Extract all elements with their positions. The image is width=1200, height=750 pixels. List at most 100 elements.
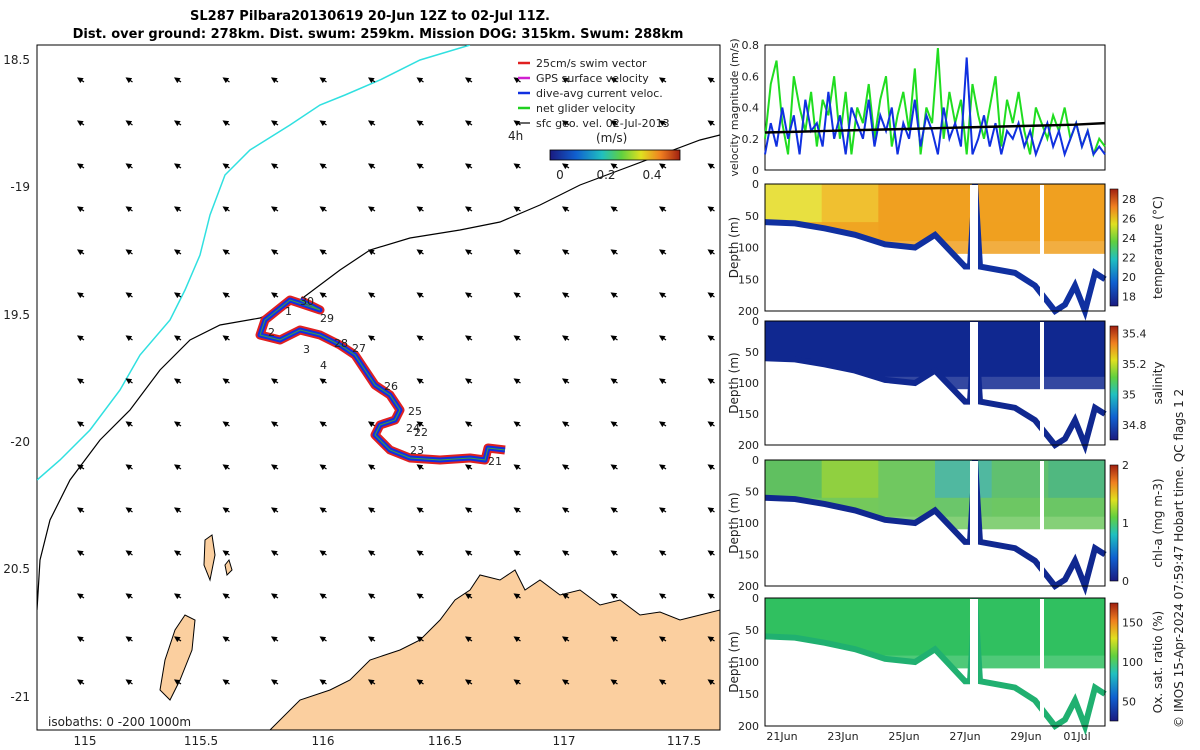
profile-y-tick: 100	[738, 517, 759, 530]
profile-y-tick: 200	[738, 439, 759, 452]
profile-colorbar-label: salinity	[1151, 361, 1165, 404]
profile-colorbar-label: Ox. sat. ratio (%)	[1151, 611, 1165, 713]
track-day-label: 4	[320, 359, 327, 372]
profile-colorbar-tick: 34.8	[1122, 419, 1147, 432]
geo-arrow	[757, 680, 763, 684]
profile-panel: 050100150200Depth (m)182022242628 tempera…	[727, 178, 1165, 318]
profile-colorbar-tick: 28	[1122, 193, 1136, 206]
track-day-label: 30	[300, 295, 314, 308]
profile-gap	[970, 185, 978, 310]
profile-gap	[1040, 599, 1044, 725]
track-day-label: 29	[320, 312, 334, 325]
track-day-label: 21	[488, 455, 502, 468]
profile-gap	[1040, 185, 1044, 310]
profile-panel: 0 50 100 150 200 Depth (m) 0 1 2 chl-a (mg m-3)	[727, 454, 1165, 593]
profile-colorbar-tick: 100	[1122, 656, 1143, 669]
footer-note: © IMOS 15-Apr-2024 07:59:47 Hobart time.…	[1172, 389, 1186, 728]
profile-ylabel: Depth (m)	[727, 631, 741, 692]
profile-y-tick: 200	[738, 720, 759, 733]
profile-ylabel: Depth (m)	[727, 352, 741, 413]
profile-gap	[970, 322, 978, 444]
profile-x-tick: 23Jun	[827, 730, 858, 743]
profile-y-tick: 100	[738, 242, 759, 255]
geo-arrow	[757, 121, 763, 125]
lat-tick-label: -19	[10, 180, 30, 194]
isobath-label: isobaths: 0 -200 1000m	[48, 715, 191, 729]
profile-y-tick: 150	[738, 688, 759, 701]
lon-tick-labels: 115 115.5 116 116.5 117 117.5	[74, 734, 702, 748]
profile-gap	[1040, 461, 1044, 585]
profile-colorbar-tick: 35.2	[1122, 358, 1147, 371]
velocity-ylabel: velocity magnitude (m/s)	[728, 38, 741, 176]
map-panel: 3029123 28 274262524222321 115 115.5 116 116.…	[3, 45, 763, 748]
lat-tick-label: 19.5	[3, 308, 30, 322]
track-day-label: 2	[268, 326, 275, 339]
velocity-y-tick: 0.8	[742, 39, 760, 52]
track-day-label: 28	[334, 337, 348, 350]
lon-tick-label: 117	[553, 734, 576, 748]
lon-tick-label: 115.5	[184, 734, 218, 748]
lon-tick-label: 117.5	[667, 734, 701, 748]
profile-colorbar-tick: 22	[1122, 251, 1136, 264]
geo-arrow	[757, 422, 763, 426]
title-line-2: Dist. over ground: 278km. Dist. swum: 25…	[73, 27, 684, 42]
profile-colorbar-tick: 1	[1122, 517, 1129, 530]
lon-tick-label: 116	[312, 734, 335, 748]
profile-gap	[1040, 322, 1044, 444]
profile-colorbar-label: chl-a (mg m-3)	[1151, 478, 1165, 567]
track-day-label: 27	[352, 342, 366, 355]
lon-tick-label: 115	[74, 734, 97, 748]
velocity-y-tick: 0.4	[742, 102, 760, 115]
lat-tick-label: 18.5	[3, 53, 30, 67]
profile-colorbar	[1110, 603, 1118, 721]
profile-y-tick: 0	[752, 178, 759, 191]
lat-tick-label: -21	[10, 690, 30, 704]
profile-panel: 050100150200Depth (m)50100150 Ox. sat. ra…	[727, 592, 1165, 743]
profile-y-tick: 50	[745, 346, 759, 359]
velocity-panel: 00.20.40.60.8velocity magnitude (m/s)	[728, 38, 1105, 177]
lat-tick-label: -20	[10, 435, 30, 449]
profile-x-tick: 25Jun	[888, 730, 919, 743]
lon-tick-label: 116.5	[428, 734, 462, 748]
profile-x-tick: 29Jun	[1010, 730, 1041, 743]
velocity-y-tick: 0.6	[742, 70, 760, 83]
profile-y-tick: 50	[745, 624, 759, 637]
title-line-1: SL287 Pilbara20130619 20-Jun 12Z to 02-J…	[190, 9, 550, 24]
profile-colorbar-tick: 50	[1122, 695, 1136, 708]
profile-y-tick: 50	[745, 210, 759, 223]
profile-y-tick: 0	[752, 315, 759, 328]
profile-y-tick: 150	[738, 273, 759, 286]
velocity-y-tick: 0.2	[742, 133, 760, 146]
legend-label: 25cm/s swim vector	[536, 57, 647, 70]
legend-label: net glider velocity	[536, 102, 636, 115]
profile-colorbar-label: temperature (°C)	[1151, 196, 1165, 299]
profile-y-tick: 0	[752, 592, 759, 605]
geo-arrow	[757, 637, 763, 641]
profile-panel: 050100150200Depth (m)34.83535.235.4salin…	[727, 315, 1165, 452]
profile-y-tick: 50	[745, 486, 759, 499]
legend-label: dive-avg current veloc.	[536, 87, 663, 100]
geo-arrow	[757, 336, 763, 340]
profile-y-tick: 150	[738, 549, 759, 562]
profile-x-tick: 21Jun	[766, 730, 797, 743]
profile-colorbar	[1110, 189, 1118, 306]
speed-colorbar-tick: 0.4	[642, 168, 661, 182]
track-day-label: 26	[384, 380, 398, 393]
profile-ylabel: Depth (m)	[727, 217, 741, 278]
track-day-label: 22	[414, 426, 428, 439]
velocity-frame	[765, 45, 1105, 170]
profile-colorbar-tick: 0	[1122, 575, 1129, 588]
speed-colorbar-tick: 0.2	[596, 168, 615, 182]
geo-arrow	[757, 293, 763, 297]
profile-colorbar-tick: 18	[1122, 290, 1136, 303]
profile-colorbar-tick: 2	[1122, 459, 1129, 472]
profile-colorbar-tick: 35.4	[1122, 328, 1147, 341]
profile-colorbar	[1110, 465, 1118, 581]
speed-colorbar-tick: 0	[556, 168, 564, 182]
profile-x-tick: 27Jun	[949, 730, 980, 743]
figure: SL287 Pilbara20130619 20-Jun 12Z to 02-J…	[0, 0, 1200, 750]
track-day-label: 3	[303, 343, 310, 356]
profile-gap	[970, 461, 978, 585]
profile-colorbar-tick: 20	[1122, 271, 1136, 284]
lat-tick-labels: 18.5-1919.5-2020.5-21	[3, 53, 30, 704]
